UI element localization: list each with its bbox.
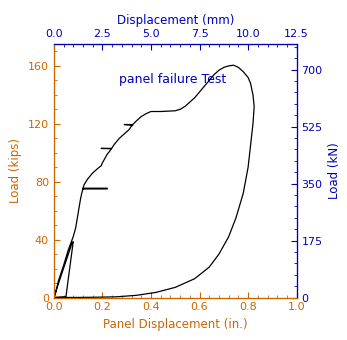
X-axis label: Displacement (mm): Displacement (mm): [117, 14, 234, 27]
Y-axis label: Load (kN): Load (kN): [328, 142, 341, 199]
Y-axis label: Load (kips): Load (kips): [9, 138, 22, 203]
X-axis label: Panel Displacement (in.): Panel Displacement (in.): [103, 318, 247, 331]
Text: panel failure Test: panel failure Test: [119, 73, 227, 86]
